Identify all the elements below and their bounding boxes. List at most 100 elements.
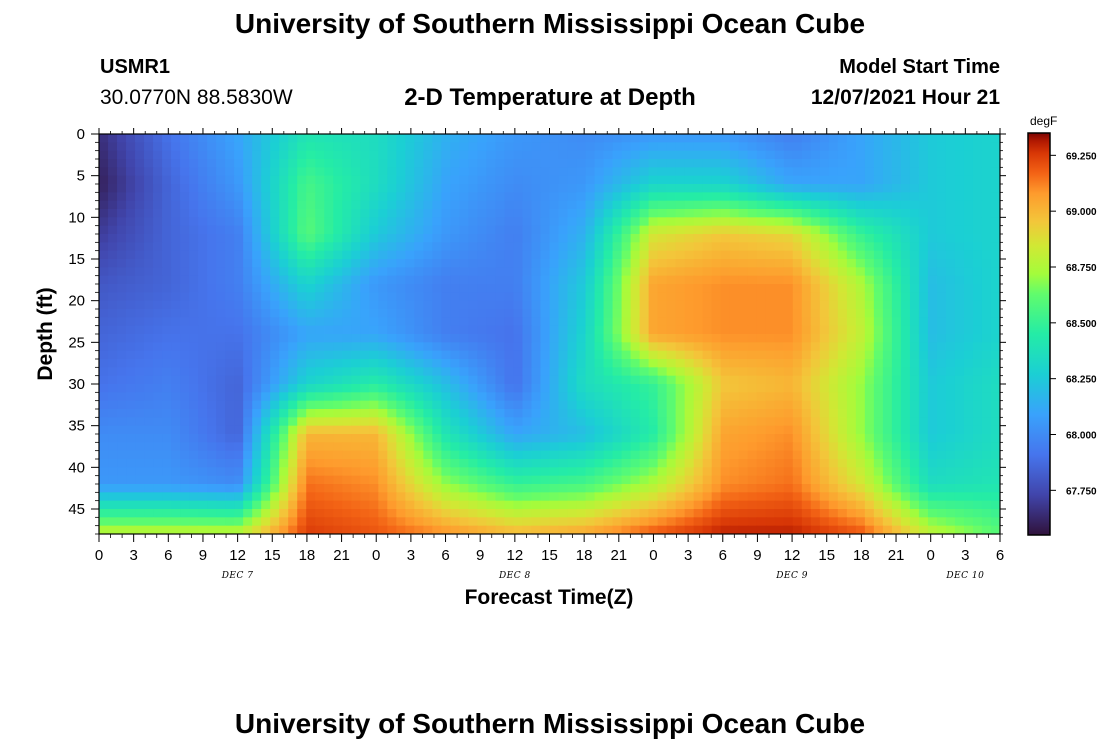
heatmap-cell [828,417,839,427]
heatmap-cell [945,384,956,393]
heatmap-cell [351,400,361,410]
heatmap-cell [738,350,749,360]
heatmap-cell [846,250,857,260]
heatmap-cell [963,325,974,335]
heatmap-cell [720,167,731,177]
heatmap-cell [198,250,208,260]
heatmap-cell [603,342,614,352]
heatmap-cell [612,517,623,527]
heatmap-cell [513,442,524,452]
heatmap-cell [504,467,515,477]
heatmap-cell [180,334,190,343]
heatmap-cell [801,225,812,235]
heatmap-cell [945,359,956,368]
heatmap-cell [180,475,190,485]
heatmap-cell [603,300,614,310]
heatmap-cell [477,434,488,443]
heatmap-cell [891,209,902,218]
heatmap-cell [819,400,830,410]
heatmap-cell [135,459,145,468]
heatmap-cell [774,225,785,235]
heatmap-cell [756,425,767,435]
heatmap-cell [513,384,524,393]
heatmap-cell [486,192,497,202]
heatmap-cell [981,450,992,460]
heatmap-cell [126,325,136,335]
heatmap-cell [198,409,208,418]
heatmap-cell [810,217,821,227]
heatmap-cell [180,284,190,293]
heatmap-cell [792,134,803,143]
heatmap-cell [936,234,947,243]
heatmap-cell [315,159,325,168]
heatmap-cell [99,142,109,152]
heatmap-cell [747,459,758,468]
heatmap-cell [441,342,451,352]
heatmap-cell [252,159,262,168]
heatmap-cell [288,459,298,468]
heatmap-cell [342,325,352,335]
heatmap-cell [441,500,451,510]
heatmap-cell [639,375,650,385]
heatmap-cell [936,167,947,177]
heatmap-cell [972,234,983,243]
temperature-depth-chart: 0 3 6 9 12 15 18 21 0 3 6 9 12 15 18 21 0 3 6 9 12 15 18 21 0 3 6D… [34,114,1097,609]
heatmap-cell [495,409,506,418]
heatmap-cell [648,200,659,210]
heatmap-cell [900,467,911,477]
heatmap-cell [414,292,424,302]
heatmap-cell [324,434,334,443]
heatmap-cell [225,325,235,335]
heatmap-cell [144,317,154,327]
heatmap-cell [117,250,127,260]
heatmap-cell [855,500,866,510]
heatmap-cell [531,475,542,485]
heatmap-cell [468,400,479,410]
heatmap-cell [945,142,956,152]
heatmap-cell [540,459,551,468]
heatmap-cell [405,500,415,510]
heatmap-cell [486,425,497,435]
heatmap-cell [198,342,208,352]
heatmap-cell [324,475,334,485]
heatmap-cell [675,367,686,377]
heatmap-cell [990,525,1000,534]
heatmap-cell [342,459,352,468]
heatmap-cell [495,200,506,210]
heatmap-cell [540,400,551,410]
heatmap-cell [540,250,551,260]
heatmap-cell [819,217,830,227]
heatmap-cell [216,334,226,343]
heatmap-cell [288,334,298,343]
heatmap-cell [981,509,992,518]
heatmap-cell [819,334,830,343]
heatmap-cell [639,500,650,510]
heatmap-cell [819,242,830,252]
heatmap-cell [738,242,749,252]
heatmap-cell [180,184,190,193]
heatmap-cell [252,392,262,402]
heatmap-cell [585,342,596,352]
heatmap-cell [882,475,893,485]
heatmap-cell [162,400,172,410]
heatmap-cell [306,200,316,210]
heatmap-cell [684,409,695,418]
heatmap-cell [756,134,767,143]
heatmap-cell [828,467,839,477]
heatmap-cell [657,492,668,502]
heatmap-cell [594,492,605,502]
heatmap-cell [702,334,713,343]
heatmap-cell [171,400,181,410]
heatmap-cell [927,300,938,310]
heatmap-cell [900,417,911,427]
heatmap-cell [585,284,596,293]
heatmap-cell [783,517,794,527]
heatmap-cell [441,184,451,193]
heatmap-cell [918,275,929,285]
heatmap-cell [594,284,605,293]
heatmap-cell [468,159,479,168]
heatmap-cell [549,192,560,202]
heatmap-cell [621,392,632,402]
heatmap-cell [252,192,262,202]
x-tick-label: 3 [961,547,969,564]
